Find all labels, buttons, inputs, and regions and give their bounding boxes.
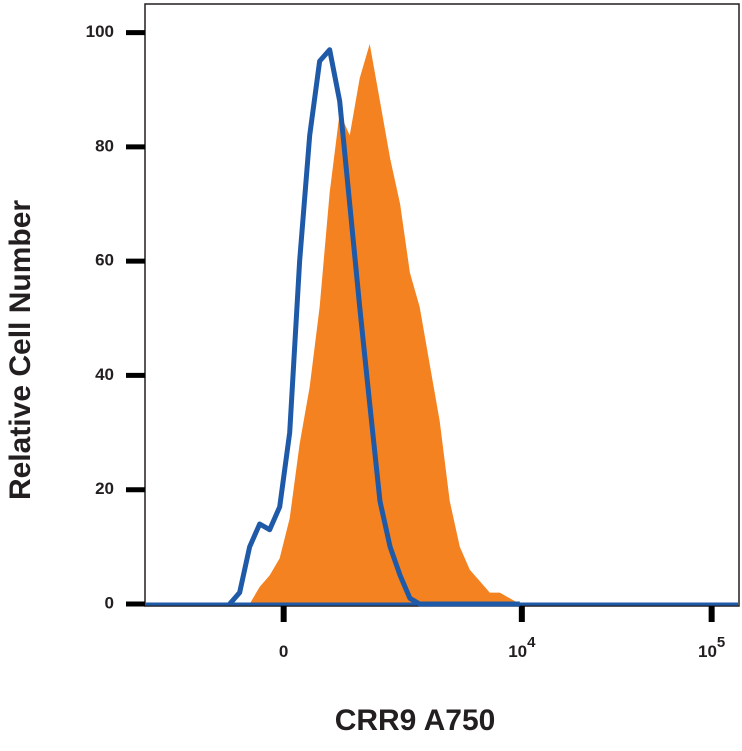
- y-tick-label: 0: [105, 593, 114, 612]
- y-tick-label: 100: [86, 22, 114, 41]
- x-tick-label: 105: [698, 634, 725, 661]
- y-tick-label: 60: [95, 251, 114, 270]
- x-tick-exponent: 4: [527, 634, 536, 651]
- y-tick-label: 20: [95, 479, 114, 498]
- x-tick-base: 10: [698, 642, 717, 661]
- y-tick-label: 80: [95, 136, 114, 155]
- x-tick-base: 0: [279, 642, 288, 661]
- x-tick-base: 10: [508, 642, 527, 661]
- x-tick-exponent: 5: [717, 634, 725, 651]
- y-tick-label: 40: [95, 365, 114, 384]
- x-tick-label: 0: [279, 642, 288, 661]
- y-axis-title: Relative Cell Number: [4, 200, 37, 500]
- x-tick-label: 104: [508, 634, 536, 661]
- x-axis-title: CRR9 A750: [335, 704, 496, 737]
- histogram-area: [229, 44, 520, 604]
- histogram-line: [227, 47, 520, 607]
